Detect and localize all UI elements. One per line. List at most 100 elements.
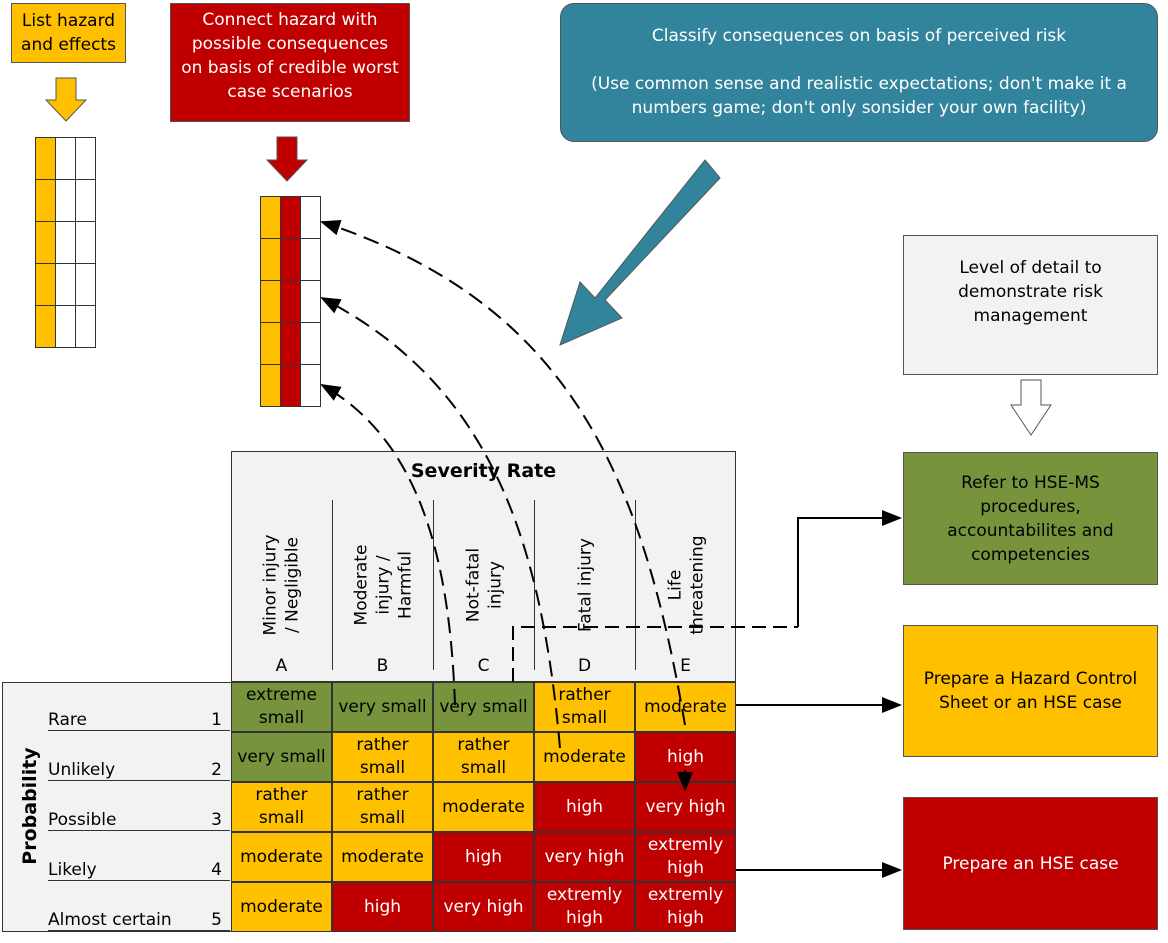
risk-cell: extreme small: [231, 682, 332, 732]
hazard-table-cell: [260, 322, 281, 365]
probability-number: 5: [211, 910, 222, 930]
probability-title: Probability: [19, 747, 41, 865]
risk-cell: very small: [231, 732, 332, 782]
prepare-case-box: Prepare an HSE case: [903, 797, 1158, 930]
hazard-table-cell: [55, 263, 76, 306]
risk-cell: very high: [635, 782, 736, 832]
hazard-table-cell: [300, 280, 321, 323]
hazard-table-cell: [35, 305, 56, 348]
probability-row-label: Almost certain 5: [48, 910, 230, 931]
probability-label: Possible: [48, 810, 117, 830]
hazard-table-cell: [260, 364, 281, 407]
hazard-table-cell: [55, 179, 76, 222]
hazard-table-cell: [75, 221, 96, 264]
risk-cell: very high: [534, 832, 635, 882]
prepare-sheet-box: Prepare a Hazard Control Sheet or an HSE…: [903, 625, 1158, 757]
risk-cell: rather small: [534, 682, 635, 732]
hazard-table-cell: [300, 364, 321, 407]
hazard-table-cell: [55, 305, 76, 348]
hazard-table-cell: [300, 322, 321, 365]
risk-cell: moderate: [231, 882, 332, 932]
hazard-table-cell: [75, 179, 96, 222]
severity-letter: E: [680, 656, 691, 676]
risk-cell: high: [534, 782, 635, 832]
severity-column-header: Moderate injury / Harmful: [332, 500, 434, 670]
probability-number: 4: [211, 860, 222, 880]
classify-box: Classify consequences on basis of percei…: [560, 3, 1158, 142]
hazard-table-cell: [35, 179, 56, 222]
risk-cell: very small: [433, 682, 534, 732]
hazard-table-cell: [280, 238, 301, 281]
hazard-table-cell: [260, 238, 281, 281]
red-down-arrow-icon: [265, 136, 309, 182]
risk-cell: rather small: [332, 732, 433, 782]
probability-label: Almost certain: [48, 910, 172, 930]
hazard-table-cell: [55, 221, 76, 264]
risk-cell: moderate: [332, 832, 433, 882]
risk-cell: high: [433, 832, 534, 882]
classify-note: (Use common sense and realistic expectat…: [591, 74, 1127, 118]
hazard-table-cell: [300, 238, 321, 281]
risk-cell: extremly high: [635, 832, 736, 882]
risk-cell: moderate: [534, 732, 635, 782]
hazard-table-cell: [280, 364, 301, 407]
severity-label: Moderate injury / Harmful: [351, 544, 416, 626]
classify-title: Classify consequences on basis of percei…: [651, 26, 1067, 46]
severity-letter: C: [477, 656, 490, 676]
risk-cell: rather small: [231, 782, 332, 832]
hazard-table-cell: [55, 137, 76, 180]
risk-cell: high: [332, 882, 433, 932]
severity-label: Not-fatal injury: [463, 547, 506, 623]
hazard-table-cell: [280, 322, 301, 365]
hazard-table-cell: [280, 280, 301, 323]
severity-column-header: Life threatening: [635, 500, 737, 670]
risk-cell: rather small: [433, 732, 534, 782]
connect-hazard-box: Connect hazard with possible consequence…: [170, 3, 410, 122]
hazard-table-cell: [75, 137, 96, 180]
severity-letter: B: [376, 656, 389, 676]
risk-cell: moderate: [231, 832, 332, 882]
probability-row-label: Rare 1: [48, 710, 230, 731]
yellow-down-arrow-icon: [44, 77, 88, 122]
severity-column-header: Fatal injury: [534, 500, 636, 670]
hazard-table-cell: [260, 196, 281, 239]
risk-cell: moderate: [433, 782, 534, 832]
severity-column-header: Not-fatal injury: [433, 500, 535, 670]
hazard-table-cell: [280, 196, 301, 239]
probability-number: 3: [211, 810, 222, 830]
severity-title: Severity Rate: [410, 460, 557, 482]
probability-row-label: Unlikely 2: [48, 760, 230, 781]
refer-hse-ms-box: Refer to HSE-MS procedures, accountabili…: [903, 452, 1158, 585]
severity-label: Fatal injury: [575, 538, 596, 632]
white-down-arrow-icon: [1010, 379, 1052, 436]
teal-diagonal-arrow-icon: [559, 159, 721, 346]
list-hazard-box: List hazard and effects: [11, 3, 126, 63]
probability-row-label: Likely 4: [48, 860, 230, 881]
probability-number: 1: [211, 710, 222, 730]
hazard-table-cell: [35, 137, 56, 180]
risk-cell: moderate: [635, 682, 736, 732]
risk-cell: extremly high: [635, 882, 736, 932]
hazard-table-cell: [260, 280, 281, 323]
risk-cell: extremly high: [534, 882, 635, 932]
severity-label: Minor injury / Negligible: [260, 534, 303, 636]
severity-column-header: Minor injury / Negligible: [231, 500, 332, 670]
risk-cell: rather small: [332, 782, 433, 832]
probability-label: Likely: [48, 860, 97, 880]
severity-label: Life threatening: [665, 535, 708, 635]
risk-cell: very small: [332, 682, 433, 732]
severity-letter: A: [275, 656, 288, 676]
hazard-table-cell: [75, 263, 96, 306]
probability-row-label: Possible 3: [48, 810, 230, 831]
hazard-table-cell: [35, 221, 56, 264]
probability-number: 2: [211, 760, 222, 780]
probability-label: Unlikely: [48, 760, 116, 780]
probability-label: Rare: [48, 710, 87, 730]
hazard-table-cell: [75, 305, 96, 348]
hazard-table-cell: [300, 196, 321, 239]
risk-cell: very high: [433, 882, 534, 932]
detail-box: Level of detail to demonstrate risk mana…: [903, 235, 1158, 375]
probability-panel: [2, 682, 232, 932]
risk-cell: high: [635, 732, 736, 782]
severity-letter: D: [577, 656, 592, 676]
